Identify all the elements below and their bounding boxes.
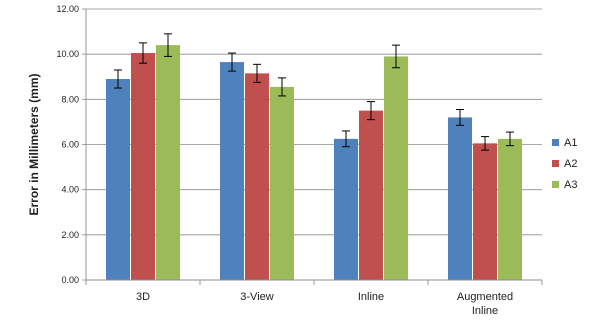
legend-label-a1: A1 [564, 137, 577, 149]
axes [85, 9, 543, 285]
x-category-label: Inline [358, 291, 384, 303]
bars [106, 45, 522, 281]
error-bars [114, 33, 514, 151]
legend-label-a2: A2 [564, 158, 577, 170]
bar-a2 [359, 110, 383, 280]
bar-a2 [245, 73, 269, 280]
x-category-label: Augmented Inline [457, 291, 513, 317]
y-tick-label: 4.00 [61, 185, 79, 195]
bar-a1 [220, 62, 244, 281]
legend: A1 A2 A3 [552, 137, 577, 191]
legend-swatch-a2 [552, 160, 559, 167]
bar-a3 [498, 138, 522, 280]
bar-a2 [473, 143, 497, 280]
y-tick-label: 10.00 [56, 49, 79, 59]
y-tick-label: 12.00 [56, 4, 79, 14]
y-axis-ticks: 0.00 2.00 4.00 6.00 8.00 10.00 12.00 [56, 4, 86, 285]
bar-a1 [106, 79, 130, 280]
legend-swatch-a3 [552, 181, 559, 188]
y-tick-label: 2.00 [61, 230, 79, 240]
bar-a1 [334, 138, 358, 280]
bar-a3 [270, 86, 294, 280]
y-axis-label: Error in Millimeters (mm) [27, 73, 41, 215]
bar-a2 [131, 53, 155, 280]
y-tick-label: 8.00 [61, 94, 79, 104]
legend-label-a3: A3 [564, 179, 577, 191]
y-tick-label: 6.00 [61, 140, 79, 150]
bar-a1 [448, 117, 472, 281]
bar-a3 [156, 45, 180, 281]
x-category-label: 3-View [240, 291, 273, 303]
x-axis-categories: 3D 3-View Inline Augmented Inline [136, 291, 513, 317]
legend-swatch-a1 [552, 139, 559, 146]
x-category-label: 3D [136, 291, 150, 303]
bar-a3 [384, 56, 408, 280]
y-tick-label: 0.00 [61, 275, 79, 285]
